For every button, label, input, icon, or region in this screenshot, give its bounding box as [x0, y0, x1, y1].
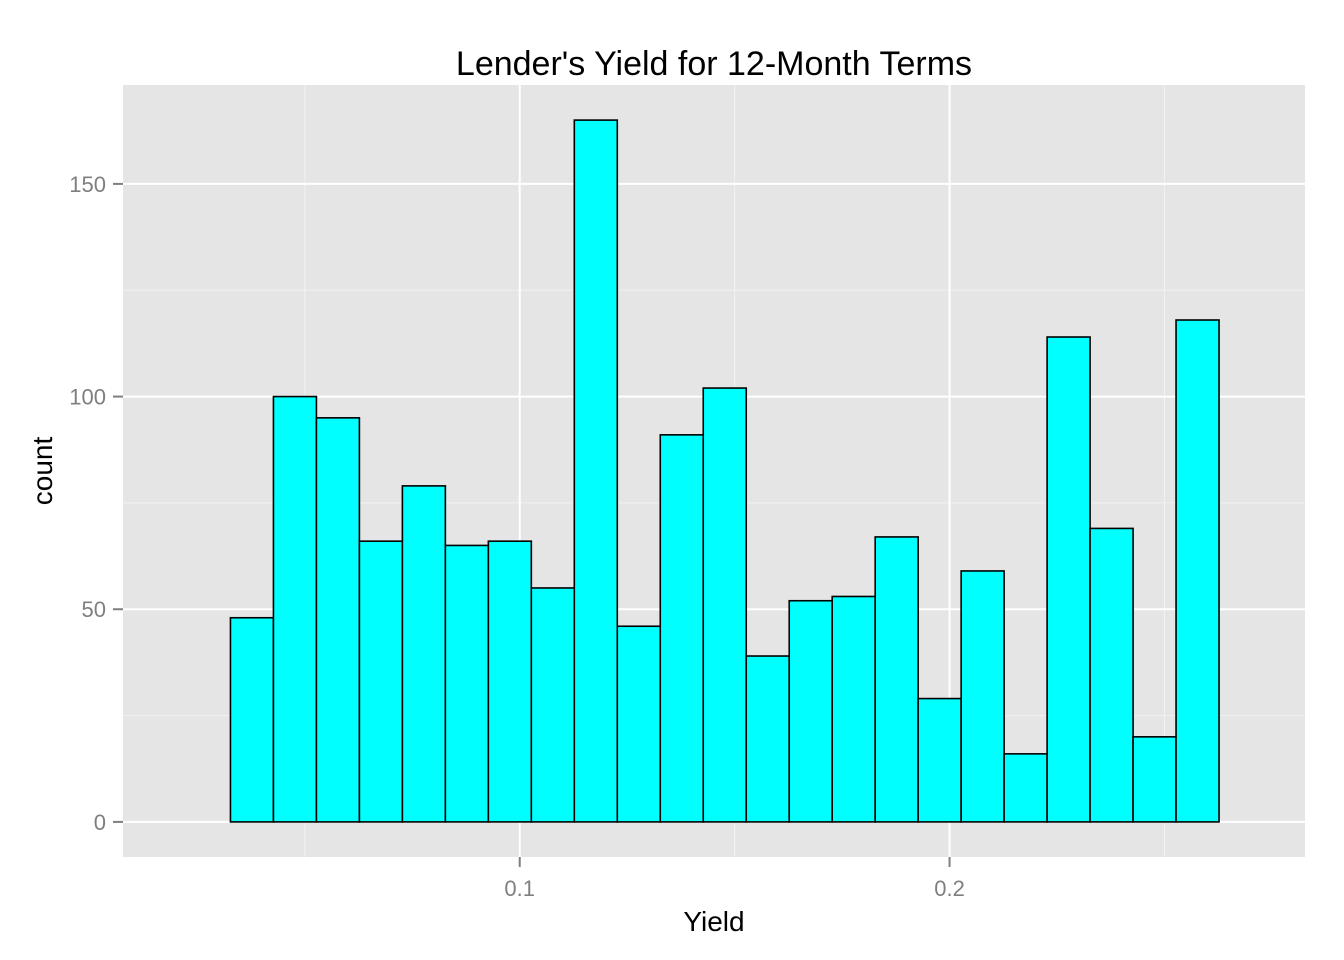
histogram-bar [530, 587, 576, 823]
histogram-bar [1132, 736, 1177, 823]
y-tick-label: 150 [69, 172, 106, 197]
histogram-bar [960, 570, 1005, 823]
histogram-bar [487, 540, 533, 823]
histogram-bar [1089, 527, 1134, 823]
histogram-bar [444, 544, 490, 823]
histogram-bar [1003, 753, 1048, 823]
histogram-bar [1175, 319, 1220, 823]
histogram-bar [745, 655, 791, 823]
x-tick-label: 0.1 [504, 876, 535, 901]
histogram-bar [272, 395, 318, 823]
histogram-bar [788, 599, 834, 823]
histogram-bar [358, 540, 404, 823]
histogram-bar [573, 119, 619, 823]
histogram-bar [401, 485, 447, 823]
histogram-bar [659, 434, 705, 823]
histogram-bar [702, 387, 748, 823]
y-tick-label: 0 [94, 810, 106, 835]
y-axis-title: count [27, 437, 58, 506]
chart-title: Lender's Yield for 12-Month Terms [456, 45, 972, 83]
histogram-bar [229, 616, 275, 823]
histogram-bar [616, 625, 662, 823]
x-axis: 0.1 0.2 [504, 857, 965, 901]
histogram-bar [917, 697, 962, 823]
y-axis: 0 50 100 150 [69, 172, 123, 835]
y-tick-label: 100 [69, 385, 106, 410]
histogram-bar [874, 536, 919, 823]
histogram-bar [315, 417, 361, 823]
histogram-bar [1046, 336, 1091, 823]
histogram-bars [229, 119, 1220, 823]
x-axis-title: Yield [683, 906, 744, 937]
x-tick-label: 0.2 [934, 876, 965, 901]
y-tick-label: 50 [82, 597, 106, 622]
histogram-bar [831, 595, 876, 823]
